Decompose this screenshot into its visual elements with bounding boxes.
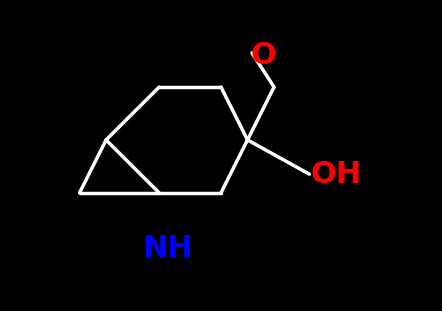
Text: OH: OH — [310, 160, 362, 189]
Text: O: O — [250, 41, 276, 71]
Text: NH: NH — [143, 234, 193, 263]
